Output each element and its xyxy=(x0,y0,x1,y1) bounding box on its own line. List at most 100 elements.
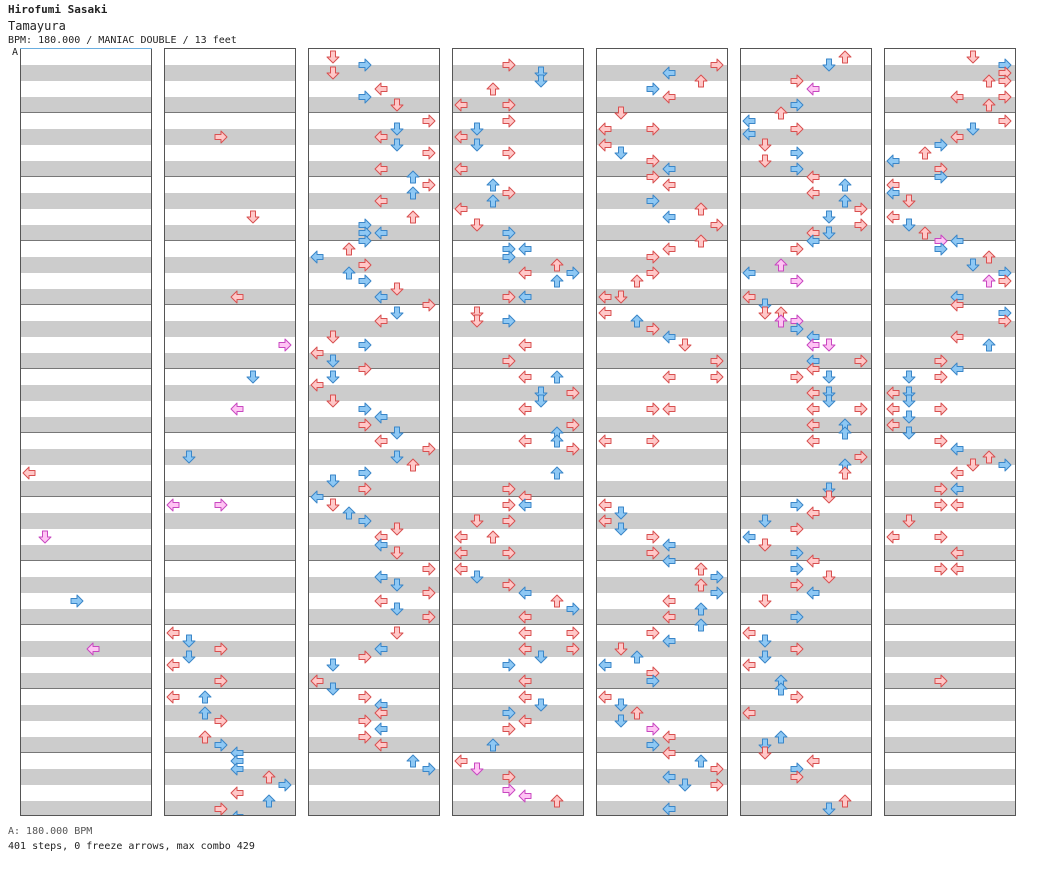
up-arrow-icon xyxy=(342,506,356,520)
left-arrow-icon xyxy=(662,730,676,744)
down-arrow-icon xyxy=(326,354,340,368)
right-arrow-icon xyxy=(502,354,516,368)
left-arrow-icon xyxy=(230,290,244,304)
measure-line xyxy=(597,240,727,241)
right-arrow-icon xyxy=(710,354,724,368)
down-arrow-icon xyxy=(966,50,980,64)
measure-line xyxy=(453,112,583,113)
down-arrow-icon xyxy=(614,146,628,160)
left-arrow-icon xyxy=(310,674,324,688)
right-arrow-icon xyxy=(502,783,516,797)
right-arrow-icon xyxy=(646,546,660,560)
measure-line xyxy=(165,624,295,625)
right-arrow-icon xyxy=(502,770,516,784)
down-arrow-icon xyxy=(390,578,404,592)
left-arrow-icon xyxy=(742,530,756,544)
measure-line xyxy=(309,624,439,625)
left-arrow-icon xyxy=(518,242,532,256)
down-arrow-icon xyxy=(390,626,404,640)
measure-line xyxy=(309,112,439,113)
left-arrow-icon xyxy=(806,186,820,200)
right-arrow-icon xyxy=(934,498,948,512)
right-arrow-icon xyxy=(790,242,804,256)
up-arrow-icon xyxy=(630,314,644,328)
measure-line xyxy=(885,368,1015,369)
down-arrow-icon xyxy=(614,698,628,712)
up-arrow-icon xyxy=(838,794,852,808)
measure-line xyxy=(741,624,871,625)
down-arrow-icon xyxy=(614,290,628,304)
up-arrow-icon xyxy=(982,74,996,88)
measure-line xyxy=(597,688,727,689)
chart-column-2 xyxy=(164,48,296,816)
right-arrow-icon xyxy=(358,90,372,104)
measure-line xyxy=(21,240,151,241)
right-arrow-icon xyxy=(502,658,516,672)
right-arrow-icon xyxy=(358,466,372,480)
measure-line xyxy=(453,688,583,689)
left-arrow-icon xyxy=(518,370,532,384)
right-arrow-icon xyxy=(422,762,436,776)
right-arrow-icon xyxy=(646,738,660,752)
left-arrow-icon xyxy=(518,674,532,688)
down-arrow-icon xyxy=(326,394,340,408)
down-arrow-icon xyxy=(614,522,628,536)
left-arrow-icon xyxy=(454,530,468,544)
down-arrow-icon xyxy=(758,634,772,648)
down-arrow-icon xyxy=(758,514,772,528)
left-arrow-icon xyxy=(950,234,964,248)
right-arrow-icon xyxy=(646,250,660,264)
right-arrow-icon xyxy=(502,514,516,528)
left-arrow-icon xyxy=(662,90,676,104)
down-arrow-icon xyxy=(326,682,340,696)
left-arrow-icon xyxy=(662,178,676,192)
down-arrow-icon xyxy=(758,306,772,320)
left-arrow-icon xyxy=(886,154,900,168)
right-arrow-icon xyxy=(502,578,516,592)
up-arrow-icon xyxy=(982,338,996,352)
right-arrow-icon xyxy=(358,58,372,72)
left-arrow-icon xyxy=(742,706,756,720)
up-arrow-icon xyxy=(550,794,564,808)
right-arrow-icon xyxy=(502,706,516,720)
left-arrow-icon xyxy=(518,789,532,803)
measure-line xyxy=(597,560,727,561)
left-arrow-icon xyxy=(662,66,676,80)
down-arrow-icon xyxy=(678,338,692,352)
right-arrow-icon xyxy=(502,58,516,72)
measure-line xyxy=(597,112,727,113)
right-arrow-icon xyxy=(358,258,372,272)
right-arrow-icon xyxy=(502,290,516,304)
left-arrow-icon xyxy=(950,442,964,456)
left-arrow-icon xyxy=(232,810,244,815)
measure-line xyxy=(309,240,439,241)
left-arrow-icon xyxy=(374,722,388,736)
left-arrow-icon xyxy=(374,570,388,584)
left-arrow-icon xyxy=(454,202,468,216)
up-arrow-icon xyxy=(342,242,356,256)
chart-column-5 xyxy=(596,48,728,816)
measure-line xyxy=(21,368,151,369)
right-arrow-icon xyxy=(710,370,724,384)
down-arrow-icon xyxy=(390,122,404,136)
right-arrow-icon xyxy=(646,322,660,336)
down-arrow-icon xyxy=(326,370,340,384)
measure-line xyxy=(453,304,583,305)
left-arrow-icon xyxy=(662,554,676,568)
left-arrow-icon xyxy=(598,514,612,528)
step-summary: 401 steps, 0 freeze arrows, max combo 42… xyxy=(8,841,255,852)
down-arrow-icon xyxy=(182,634,196,648)
measure-line xyxy=(885,624,1015,625)
measure-line xyxy=(885,560,1015,561)
chart-info: BPM: 180.000 / MANIAC DOUBLE / 13 feet xyxy=(8,35,237,46)
up-arrow-icon xyxy=(982,274,996,288)
down-arrow-icon xyxy=(470,138,484,152)
left-arrow-icon xyxy=(806,234,820,248)
down-arrow-icon xyxy=(390,602,404,616)
measure-line xyxy=(885,304,1015,305)
left-arrow-icon xyxy=(886,402,900,416)
measure-line xyxy=(597,624,727,625)
left-arrow-icon xyxy=(166,626,180,640)
measure-line xyxy=(885,432,1015,433)
right-arrow-icon xyxy=(566,642,580,656)
